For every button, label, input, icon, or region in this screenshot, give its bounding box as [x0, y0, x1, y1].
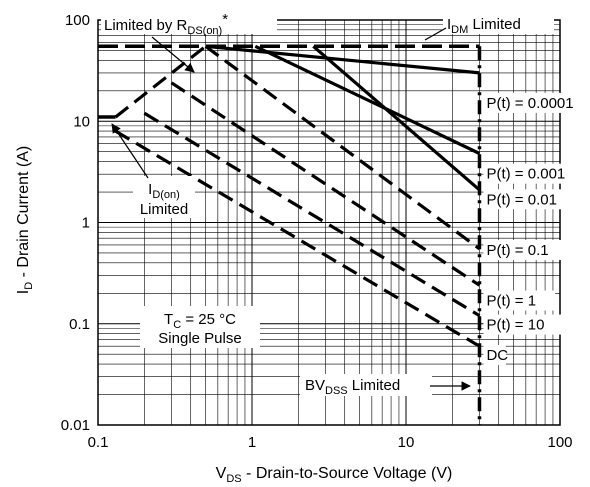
bvdss-limit-annotation: BVDSS Limited	[300, 374, 471, 397]
svg-text:Limited: Limited	[140, 201, 188, 218]
y-tick-label: 0.1	[69, 316, 90, 333]
series-label: DC	[486, 347, 508, 364]
y-tick-label: 1	[82, 215, 90, 232]
svg-text:ID(on): ID(on)	[148, 181, 180, 201]
series-label-bg	[483, 314, 564, 335]
series-label: P(t) = 1	[486, 293, 536, 310]
series-label-bg	[483, 345, 506, 366]
plot-frame	[97, 19, 561, 426]
y-tick-label: 0.01	[61, 417, 90, 434]
series-label-bg	[483, 189, 580, 210]
limit-lines	[98, 44, 482, 425]
series-line	[204, 45, 481, 251]
svg-text:Limited by RDS(on)*: Limited by RDS(on)*	[104, 11, 228, 37]
series-line	[312, 45, 481, 192]
series-lines	[114, 44, 481, 348]
series-line	[170, 81, 481, 287]
series-label: P(t) = 0.01	[486, 191, 556, 208]
svg-text:BVDSS Limited: BVDSS Limited	[305, 377, 400, 397]
x-tick-label: 100	[547, 434, 572, 451]
x-tick-label: 0.1	[88, 434, 109, 451]
series-label: P(t) = 0.001	[486, 166, 565, 183]
conditions-annotation: TC = 25 °C Single Pulse	[140, 306, 260, 348]
series-label: P(t) = 0.0001	[486, 95, 573, 112]
svg-text:TC = 25 °C: TC = 25 °C	[164, 311, 236, 331]
id-on-limit-annotation: ID(on) Limited	[111, 123, 195, 218]
x-axis-title: VDS - Drain-to-Source Voltage (V)	[216, 465, 453, 485]
series-label-bg	[483, 290, 556, 311]
rds-limit-annotation: Limited by RDS(on)*	[101, 11, 277, 73]
series-line	[205, 44, 480, 75]
series-labels: P(t) = 0.0001 P(t) = 0.001 P(t) = 0.01 P(t)…	[483, 92, 590, 366]
x-tick-label: 1	[248, 434, 256, 451]
series-label: P(t) = 0.1	[486, 242, 548, 259]
series-line	[254, 44, 481, 155]
series-label: P(t) = 10	[486, 317, 544, 334]
y-axis-title: ID - Drain Current (A)	[15, 146, 35, 294]
series-label-bg	[483, 92, 590, 113]
y-tick-label: 10	[73, 113, 90, 130]
idm-limit-annotation: IDM Limited	[424, 12, 554, 41]
svg-text:IDM Limited: IDM Limited	[447, 16, 521, 36]
series-label-bg	[483, 239, 572, 260]
x-tick-label: 10	[398, 434, 415, 451]
grid	[97, 20, 560, 426]
rds-on-limit-line	[114, 45, 207, 119]
svg-text:Single Pulse: Single Pulse	[158, 330, 241, 347]
series-line	[143, 111, 481, 318]
y-tick-label: 100	[65, 12, 90, 29]
series-label-bg	[483, 163, 588, 184]
